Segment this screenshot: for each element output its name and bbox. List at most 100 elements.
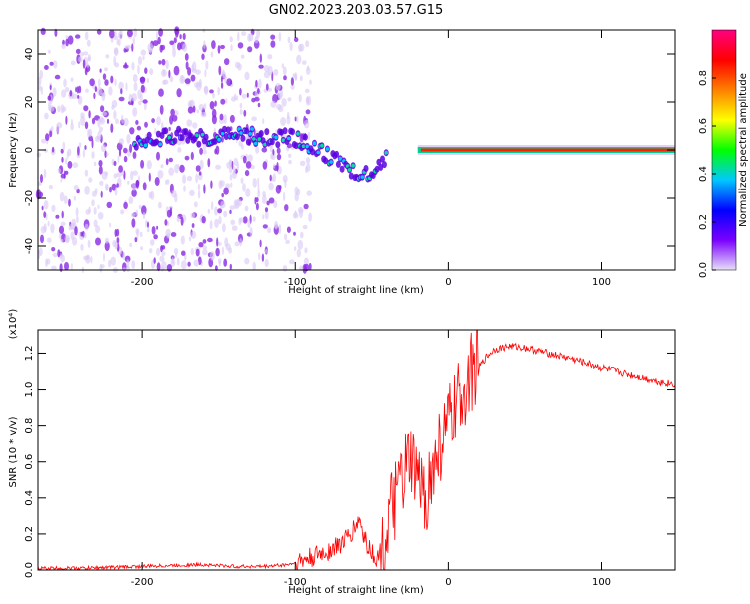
spectrogram-noise-cell: [288, 159, 292, 165]
spectrogram-noise-cell: [285, 239, 290, 245]
spectrogram-noise-cell: [75, 207, 79, 217]
spectrogram-noise-cell: [63, 78, 67, 88]
spectrogram-ridge-peak: [316, 150, 321, 155]
spectrogram-noise-cell: [59, 263, 63, 272]
spectrogram-noise-cell: [164, 219, 168, 226]
spectrogram-noise-cell: [292, 212, 299, 219]
spectrogram-noise-cell: [305, 157, 311, 164]
spectrogram-noise-cell: [131, 218, 136, 228]
spectrogram-noise-cell: [187, 261, 191, 267]
spectrogram-noise-cell: [299, 160, 306, 167]
spectrogram-noise-cell: [239, 217, 244, 223]
spectrogram-noise-cell: [297, 206, 304, 214]
spectrogram-noise-cell: [278, 224, 282, 234]
figure-title: GN02.2023.203.03.57.G15: [269, 3, 444, 18]
spectrogram-ridge-cell: [381, 161, 387, 169]
spectrogram-noise-cell: [204, 111, 207, 117]
spectrogram-noise-cell: [57, 168, 61, 174]
spectrogram-noise-cell: [170, 108, 175, 116]
spectrogram-noise-cell: [120, 88, 123, 95]
spectrogram-noise-cell: [305, 109, 311, 115]
spectrogram-noise-cell: [101, 92, 106, 98]
spectrogram-noise-cell: [303, 263, 310, 272]
spectrogram-noise-cell: [245, 188, 251, 197]
spectrogram-noise-cell: [281, 63, 284, 69]
spectrogram-noise-cell: [126, 29, 133, 38]
spectrogram-noise-cell: [304, 247, 308, 254]
spectrogram-noise-cell: [203, 86, 209, 94]
spectrogram-noise-cell: [278, 32, 282, 42]
spectrogram-noise-cell: [44, 112, 49, 120]
spectrogram-noise-cell: [135, 209, 138, 216]
spectrogram-noise-cell: [82, 59, 86, 69]
spectrogram-noise-cell: [40, 174, 43, 183]
spectrogram-y-tick-label: -20: [24, 190, 35, 206]
spectrogram-noise-cell: [198, 78, 202, 88]
spectrogram-noise-cell: [46, 258, 51, 265]
spectrogram-noise-cell: [72, 162, 79, 169]
spectrogram-noise-cell: [82, 149, 86, 158]
spectrogram-noise-cell: [175, 252, 178, 258]
spectrogram-noise-cell: [165, 59, 169, 70]
spectrogram-noise-cell: [223, 187, 229, 195]
spectrogram-noise-cell: [182, 33, 186, 40]
spectrogram-noise-cell: [60, 178, 63, 183]
spectrogram-noise-cell: [88, 56, 91, 61]
spectrogram-noise-cell: [113, 35, 118, 40]
spectrogram-noise-cell: [249, 227, 253, 237]
spectrogram-noise-cell: [139, 76, 146, 82]
spectrogram-noise-cell: [228, 247, 233, 254]
spectrogram-noise-cell: [195, 165, 201, 172]
snr-y-tick-label: 1.2: [24, 346, 35, 362]
spectrogram-noise-cell: [242, 183, 246, 192]
spectrogram-noise-cell: [146, 227, 150, 233]
spectrogram-noise-cell: [41, 138, 47, 144]
spectrogram-noise-cell: [57, 105, 61, 113]
spectrogram-noise-cell: [202, 28, 206, 33]
spectrogram-noise-cell: [88, 110, 91, 119]
spectrogram-ridge-cell: [146, 131, 152, 139]
spectrogram-noise-cell: [207, 158, 211, 168]
spectrogram-ridge-peak: [220, 131, 225, 136]
spectrogram-noise-cell: [275, 82, 281, 91]
spectrogram-ridge-cell: [378, 163, 384, 171]
spectrogram-noise-cell: [80, 115, 86, 126]
spectrogram-noise-cell: [168, 157, 173, 163]
spectrogram-noise-cell: [289, 259, 295, 265]
spectrogram-noise-cell: [274, 223, 279, 229]
spectrogram-noise-cell: [180, 235, 185, 245]
spectrogram-noise-cell: [306, 96, 310, 106]
spectrogram-noise-cell: [124, 255, 131, 263]
spectrogram-x-tick-label: 0: [445, 277, 451, 288]
spectrogram-noise-cell: [140, 246, 144, 251]
spectrogram-noise-cell: [43, 148, 49, 153]
spectrogram-ridge-cell: [339, 165, 345, 173]
spectrogram-noise-cell: [113, 173, 118, 179]
spectrogram-noise-cell: [199, 147, 204, 155]
spectrogram-noise-cell: [248, 33, 254, 42]
spectrogram-noise-cell: [146, 77, 149, 84]
spectrogram-ridge-peak: [200, 132, 205, 137]
spectrogram-noise-cell: [176, 88, 182, 98]
spectrogram-noise-cell: [267, 227, 271, 234]
spectrogram-ridge-peak: [195, 133, 199, 138]
spectrogram-noise-cell: [114, 62, 120, 68]
spectrogram-noise-cell: [60, 104, 65, 114]
spectrogram-noise-cell: [137, 56, 143, 65]
spectrogram-ridge-peak: [329, 160, 333, 164]
spectrogram-noise-cell: [43, 168, 47, 179]
colorbar-tick-label: 0.2: [698, 214, 709, 230]
spectrogram-noise-cell: [157, 170, 164, 179]
spectrogram-noise-cell: [113, 160, 117, 166]
spectrogram-noise-cell: [39, 69, 44, 79]
spectrogram-noise-cell: [160, 164, 164, 169]
snr-x-tick-label: 100: [592, 577, 611, 588]
spectrogram-noise-cell: [84, 169, 89, 177]
spectrogram-noise-cell: [124, 45, 130, 50]
spectrogram-noise-cell: [104, 241, 110, 252]
spectrogram-noise-cell: [106, 201, 113, 209]
spectrogram-noise-cell: [48, 105, 55, 112]
spectrogram-noise-cell: [169, 40, 175, 46]
spectrogram-noise-cell: [232, 166, 236, 176]
spectrogram-noise-cell: [261, 147, 268, 153]
